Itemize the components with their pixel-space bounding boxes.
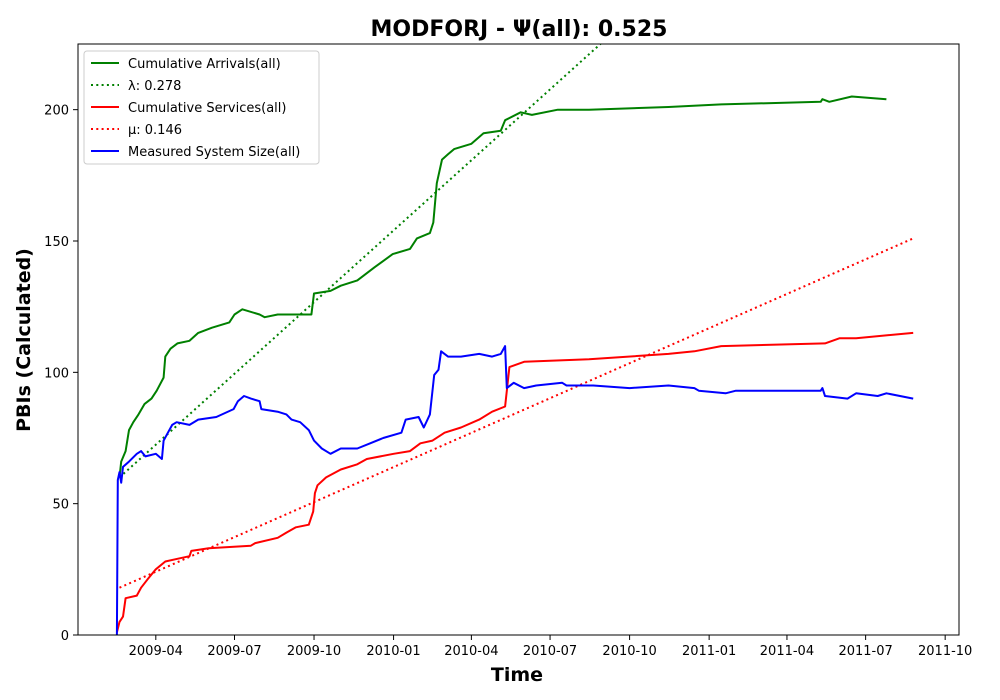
x-axis-label: Time xyxy=(491,664,543,686)
legend-box xyxy=(83,50,320,165)
y-axis: 0 50 100 150 200 xyxy=(44,104,78,644)
x-axis: 2009-04 2009-07 2009-10 2010-01 2010-04 2010-… xyxy=(129,635,972,659)
legend-items: Cumulative Arrivals(all) λ: 0.278 Cumulati… xyxy=(91,57,300,160)
legend-label-3: Cumulative Services(all) xyxy=(128,101,286,116)
y-tick-label: 50 xyxy=(52,498,69,513)
series-line-4 xyxy=(119,237,914,589)
y-tick-label: 0 xyxy=(61,629,69,644)
x-tick-label: 2010-10 xyxy=(602,644,656,659)
y-axis-label: PBIs (Calculated) xyxy=(13,248,35,432)
x-tick-label: 2009-04 xyxy=(129,644,183,659)
x-tick-label: 2010-04 xyxy=(444,644,498,659)
x-tick-label: 2011-10 xyxy=(918,644,972,659)
plot-frame xyxy=(77,43,960,636)
x-tick-label: 2011-07 xyxy=(838,644,892,659)
series-line-3 xyxy=(115,331,914,633)
y-tick-label: 150 xyxy=(44,235,69,250)
series-line-5 xyxy=(115,345,914,635)
x-tick-label: 2009-10 xyxy=(287,644,341,659)
series-line-1 xyxy=(118,95,887,478)
x-tick-label: 2011-04 xyxy=(760,644,814,659)
x-tick-label: 2010-01 xyxy=(366,644,420,659)
legend-label-2: λ: 0.278 xyxy=(128,79,181,94)
series-layer xyxy=(115,44,914,635)
legend: Cumulative Arrivals(all) λ: 0.278 Cumulati… xyxy=(83,50,320,165)
chart-title: MODFORJ - Ψ(all): 0.525 xyxy=(371,17,668,42)
legend-label-1: Cumulative Arrivals(all) xyxy=(128,57,281,72)
y-tick-label: 200 xyxy=(44,104,69,119)
legend-label-4: μ: 0.146 xyxy=(128,123,182,138)
x-tick-label: 2009-07 xyxy=(207,644,261,659)
x-tick-label: 2010-07 xyxy=(523,644,577,659)
legend-label-5: Measured System Size(all) xyxy=(128,145,300,160)
x-tick-label: 2011-01 xyxy=(682,644,736,659)
y-tick-label: 100 xyxy=(44,366,69,381)
